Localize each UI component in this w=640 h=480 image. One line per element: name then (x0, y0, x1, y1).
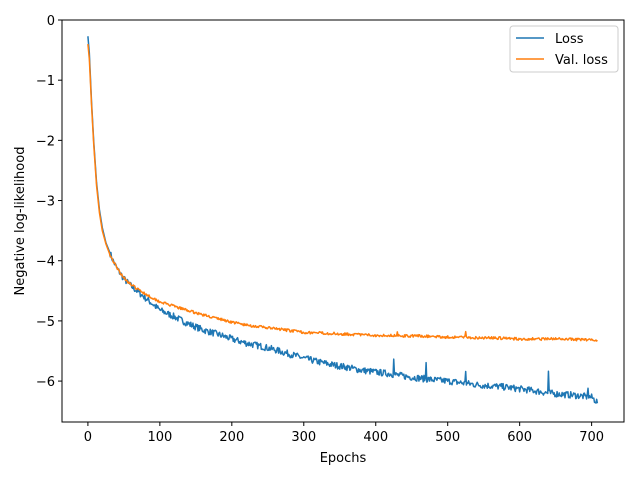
y-axis-label: Negative log-likelihood (13, 147, 28, 296)
legend-label: Loss (555, 32, 584, 47)
x-tick-label: 400 (363, 430, 388, 445)
y-axis: 0 −1 −2 −3 −4 −5 −6 (36, 14, 62, 390)
series-line-1 (87, 43, 598, 342)
y-tick-label: −1 (36, 74, 55, 89)
x-tick-label: 0 (84, 430, 92, 445)
y-tick-label: −4 (36, 255, 55, 270)
legend: Loss Val. loss (509, 25, 619, 73)
series-layer (87, 36, 599, 404)
plot-area-frame (61, 19, 625, 423)
y-tick-label: −6 (36, 375, 55, 390)
x-tick-label: 600 (507, 430, 532, 445)
y-tick-label: −5 (36, 315, 55, 330)
series-line-0 (87, 36, 599, 404)
y-tick-label: −2 (36, 134, 55, 149)
legend-label: Val. loss (555, 53, 608, 68)
x-tick-label: 100 (147, 430, 172, 445)
x-tick-label: 500 (435, 430, 460, 445)
y-tick-label: −3 (36, 195, 55, 210)
x-axis: 0 100 200 300 400 500 600 700 (84, 422, 604, 445)
x-tick-label: 700 (579, 430, 604, 445)
y-tick-label: 0 (47, 14, 55, 29)
x-tick-label: 300 (291, 430, 316, 445)
x-tick-label: 200 (219, 430, 244, 445)
x-axis-label: Epochs (320, 451, 367, 466)
